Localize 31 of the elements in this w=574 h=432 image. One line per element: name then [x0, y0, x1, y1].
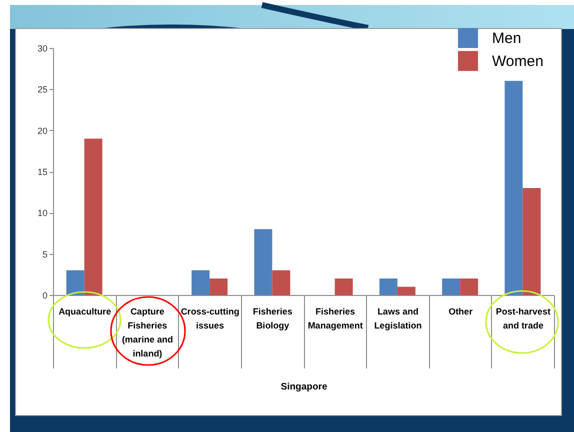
bar: [210, 278, 228, 295]
bar: [522, 188, 541, 295]
bar: [379, 278, 398, 295]
x-tick-label: Aquaculture: [58, 306, 112, 316]
bar: [272, 270, 290, 295]
bar: [334, 278, 353, 295]
y-tick-label: 0: [42, 290, 48, 300]
bar: [442, 278, 460, 295]
y-tick-label: 25: [37, 84, 48, 95]
legend-label: Women: [492, 53, 544, 70]
y-tick-label: 15: [37, 167, 48, 177]
x-tick-label: Cross-cutting issues: [180, 306, 240, 330]
x-tick-label: Laws and Legislation: [374, 306, 422, 330]
y-tick-label: 20: [37, 126, 48, 136]
x-tick-label: Fisheries Biology: [252, 306, 292, 330]
bar: [254, 229, 272, 295]
x-tick-label: Capture Fisheries (marine and inland): [122, 306, 173, 358]
bar: [460, 278, 478, 295]
x-axis-title: Singapore: [280, 382, 328, 392]
bar: [84, 138, 102, 295]
y-tick-label: 5: [42, 249, 48, 260]
bar: [192, 270, 210, 295]
y-tick-label: 10: [37, 208, 48, 218]
x-tick-label: Fisheries Management: [308, 306, 363, 330]
bar: [66, 270, 84, 295]
bar: [504, 80, 523, 295]
x-tick-label: Other: [448, 306, 474, 316]
legend-label: Men: [492, 30, 522, 47]
bar: [397, 286, 416, 295]
x-tick-label: Post-harvest and trade: [496, 306, 550, 330]
y-tick-label: 30: [37, 44, 48, 54]
